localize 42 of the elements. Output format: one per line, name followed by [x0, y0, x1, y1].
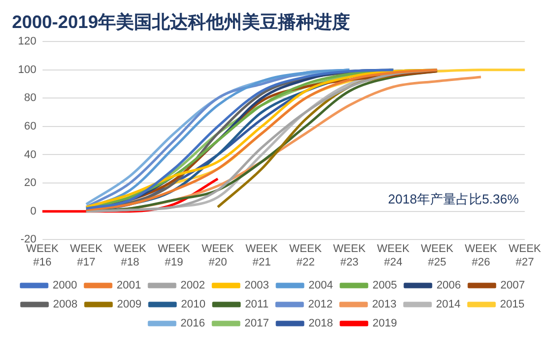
y-tick-label: 20	[24, 177, 36, 190]
legend-label: 2005	[372, 280, 397, 292]
x-tick-label: WEEK #26	[464, 243, 498, 268]
legend-label: 2014	[436, 298, 461, 311]
y-tick-label: 80	[24, 92, 36, 104]
annotation: 2018年产量占比5.36%	[388, 192, 520, 207]
x-tick-label: WEEK #23	[333, 243, 366, 268]
legend-label: 2006	[436, 280, 461, 292]
legend-label: 2015	[500, 298, 524, 311]
legend-label: 2003	[244, 280, 270, 292]
x-tick-label: WEEK #27	[508, 243, 542, 268]
x-tick-label: WEEK #20	[202, 243, 235, 268]
legend-label: 2008	[53, 298, 78, 311]
legend-label: 2001	[116, 280, 142, 292]
x-tick-label: WEEK #21	[245, 243, 278, 268]
legend-label: 2004	[308, 280, 333, 292]
chart-title: 2000-2019年美国北达科他州美豆播种进度	[12, 12, 350, 32]
x-tick-label: WEEK #22	[289, 243, 322, 268]
legend-label: 2009	[116, 298, 142, 311]
legend-label: 2007	[500, 280, 525, 292]
legend-label: 2010	[180, 298, 206, 311]
x-tick-label: WEEK #16	[26, 243, 60, 268]
legend-label: 2018	[308, 318, 333, 330]
x-tick-label: WEEK #17	[70, 243, 104, 268]
x-tick-label: WEEK #18	[114, 243, 147, 268]
y-tick-label: 60	[24, 120, 36, 132]
legend-label: 2019	[372, 318, 397, 330]
y-tick-label: 120	[18, 36, 36, 48]
legend-label: 2011	[244, 298, 269, 311]
x-tick-label: WEEK #24	[377, 243, 410, 268]
legend-label: 2000	[52, 280, 78, 292]
legend-label: 2017	[244, 318, 270, 330]
y-tick-label: 40	[24, 148, 36, 161]
x-tick-label: WEEK #19	[158, 243, 191, 268]
x-tick-label: WEEK #25	[420, 243, 454, 268]
y-tick-label: 100	[18, 64, 36, 76]
y-tick-label: -20	[20, 234, 36, 246]
legend-label: 2016	[180, 318, 206, 330]
legend-label: 2013	[372, 298, 397, 311]
legend-label: 2002	[180, 280, 206, 292]
legend-label: 2012	[308, 298, 333, 311]
y-tick-label: 0	[30, 205, 36, 218]
